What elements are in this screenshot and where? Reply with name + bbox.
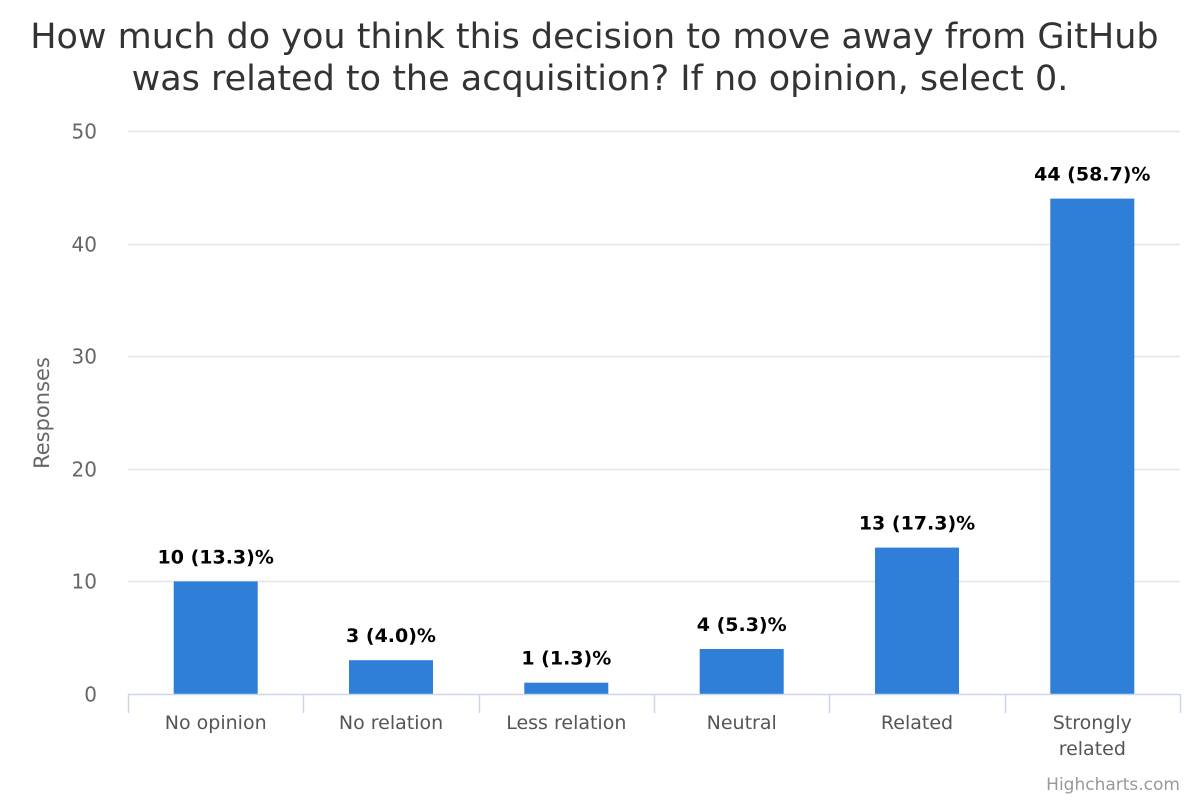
x-tick-label-5-line-1: related: [1059, 738, 1126, 760]
data-label-1: 3 (4.0)%: [346, 625, 436, 647]
x-tick-label-5: Strongly related: [1053, 712, 1132, 760]
data-labels: 10 (13.3)% 3 (4.0)% 1 (1.3)% 4 (5.3)% 13 (17…: [156, 162, 1153, 672]
chart-title: How much do you think this decision to m…: [30, 17, 1170, 99]
x-tick-label-0: No opinion: [165, 712, 267, 734]
bar-4[interactable]: [875, 547, 959, 694]
x-tick-label-1-line-0: No relation: [339, 712, 443, 734]
x-tick-label-4: Related: [881, 712, 953, 734]
x-tick-label-5-line-0: Strongly: [1053, 712, 1132, 734]
y-tick-label-1: 10: [72, 570, 97, 594]
x-tick-label-2: Less relation: [506, 712, 626, 734]
y-tick-label-5: 50: [72, 120, 97, 144]
chart-title-line-2: was related to the acquisition? If no op…: [132, 59, 1069, 99]
x-tick-label-3: Neutral: [707, 712, 777, 734]
y-axis-title: Responses: [30, 357, 54, 469]
y-tick-label-4: 40: [72, 233, 97, 257]
bar-0[interactable]: [173, 581, 258, 694]
data-label-5: 44 (58.7)%: [1034, 164, 1150, 186]
data-label-4: 13 (17.3)%: [859, 513, 975, 535]
x-tick-label-0-line-0: No opinion: [165, 712, 267, 734]
gridlines: [128, 130, 1180, 583]
x-axis-tick-labels: No opinion No relation Less relation Neutra…: [165, 712, 1132, 760]
data-label-0: 10 (13.3)%: [158, 546, 274, 568]
bar-5[interactable]: [1050, 198, 1135, 694]
y-tick-label-3: 30: [72, 345, 97, 369]
bar-3[interactable]: [699, 649, 784, 694]
x-tick-label-4-line-0: Related: [881, 712, 953, 734]
bar-2[interactable]: [524, 682, 609, 694]
chart-title-line-1: How much do you think this decision to m…: [30, 17, 1158, 57]
y-tick-label-0: 0: [84, 683, 97, 707]
bars: [173, 198, 1135, 694]
y-tick-label-2: 20: [72, 458, 97, 482]
x-tick-label-3-line-0: Neutral: [707, 712, 777, 734]
x-tick-label-2-line-0: Less relation: [506, 712, 626, 734]
data-label-3: 4 (5.3)%: [697, 614, 787, 636]
x-axis-ticks: [127, 694, 1182, 713]
credits-link[interactable]: Highcharts.com: [1046, 775, 1180, 795]
data-label-2: 1 (1.3)%: [521, 648, 611, 670]
x-tick-label-1: No relation: [339, 712, 443, 734]
bar-1[interactable]: [349, 660, 433, 694]
y-axis-tick-labels: 0 10 20 30 40 50: [72, 120, 97, 707]
